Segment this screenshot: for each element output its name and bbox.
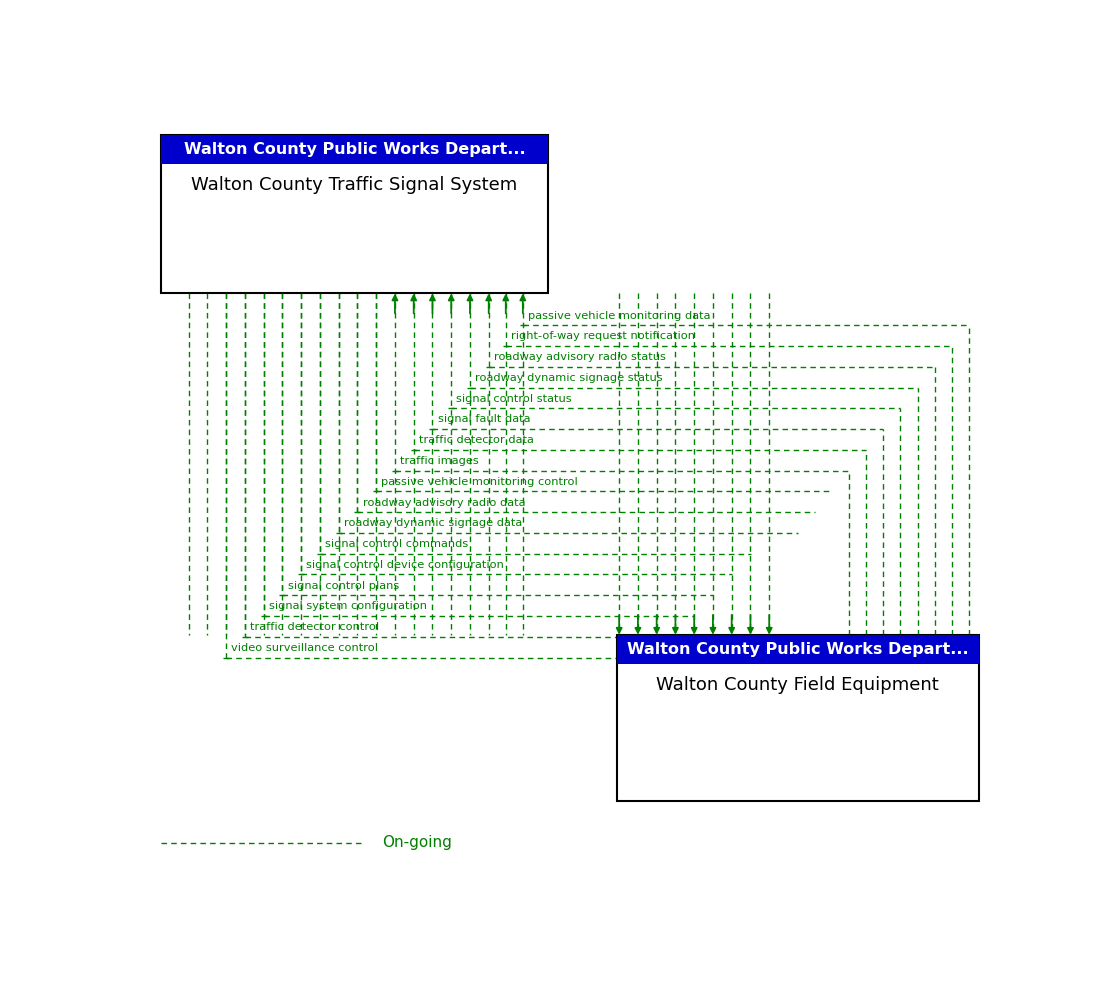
Text: roadway advisory radio status: roadway advisory radio status <box>494 353 666 363</box>
Text: On-going: On-going <box>382 835 452 850</box>
Text: signal control plans: signal control plans <box>287 580 399 590</box>
Text: signal control commands: signal control commands <box>326 539 469 549</box>
Text: signal control status: signal control status <box>456 394 572 404</box>
Text: Walton County Traffic Signal System: Walton County Traffic Signal System <box>191 176 518 194</box>
Text: passive vehicle monitoring control: passive vehicle monitoring control <box>382 477 579 487</box>
Text: traffic detector data: traffic detector data <box>419 436 534 446</box>
Text: passive vehicle monitoring data: passive vehicle monitoring data <box>528 311 711 321</box>
Text: roadway dynamic signage data: roadway dynamic signage data <box>344 518 522 528</box>
Bar <box>617 635 979 800</box>
Text: Walton County Public Works Depart...: Walton County Public Works Depart... <box>184 143 526 158</box>
Text: signal system configuration: signal system configuration <box>268 601 427 611</box>
Text: signal fault data: signal fault data <box>438 415 530 425</box>
Text: Walton County Public Works Depart...: Walton County Public Works Depart... <box>627 642 969 657</box>
Bar <box>161 135 549 293</box>
Text: roadway dynamic signage status: roadway dynamic signage status <box>475 373 662 383</box>
Text: video surveillance control: video surveillance control <box>231 643 378 653</box>
Bar <box>617 635 979 664</box>
Text: traffic images: traffic images <box>400 456 478 466</box>
Text: traffic detector control: traffic detector control <box>250 622 380 632</box>
Text: roadway advisory radio data: roadway advisory radio data <box>363 498 525 507</box>
Text: Walton County Field Equipment: Walton County Field Equipment <box>657 676 939 694</box>
Bar <box>161 135 549 165</box>
Text: right-of-way request notification: right-of-way request notification <box>510 332 695 342</box>
Text: signal control device configuration: signal control device configuration <box>306 559 504 569</box>
